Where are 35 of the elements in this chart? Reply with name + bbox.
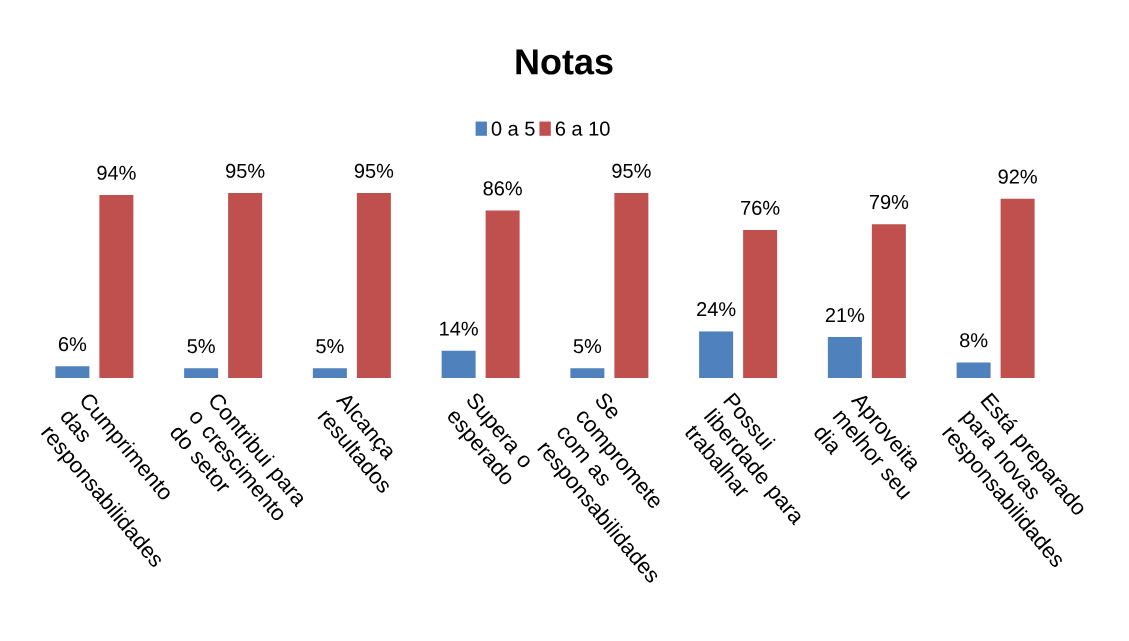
data-label: 95% (226, 163, 265, 178)
bar (827, 337, 862, 378)
bar (956, 362, 991, 378)
bar (441, 350, 476, 378)
data-label: 5% (573, 339, 602, 354)
data-label: 8% (960, 333, 988, 348)
bar (1000, 198, 1035, 378)
bar (871, 224, 906, 378)
data-label: 21% (825, 307, 865, 323)
data-label: 76% (741, 200, 780, 215)
data-label: 95% (354, 163, 394, 178)
bar (312, 368, 347, 378)
data-label: 5% (316, 339, 344, 354)
legend-label: 0 a 5 (491, 121, 535, 136)
data-label: 86% (483, 181, 522, 196)
data-label: 6% (58, 337, 87, 352)
bar (614, 192, 649, 378)
bar (228, 192, 263, 378)
chart-title: Notas (516, 49, 613, 75)
data-label: 24% (697, 302, 736, 317)
bar (570, 368, 605, 378)
legend-label: 6 a 10 (555, 121, 610, 136)
data-label: 14% (440, 321, 478, 336)
bar (55, 366, 90, 378)
bar (743, 229, 778, 378)
bar (485, 210, 520, 378)
bar (99, 194, 134, 378)
bar (699, 331, 734, 378)
bar (184, 368, 219, 378)
data-label: 79% (869, 194, 909, 210)
data-label: 92% (998, 169, 1037, 184)
data-label: 94% (97, 165, 136, 180)
data-label: 95% (612, 163, 651, 178)
data-label: 5% (187, 339, 215, 354)
bar (356, 192, 391, 378)
